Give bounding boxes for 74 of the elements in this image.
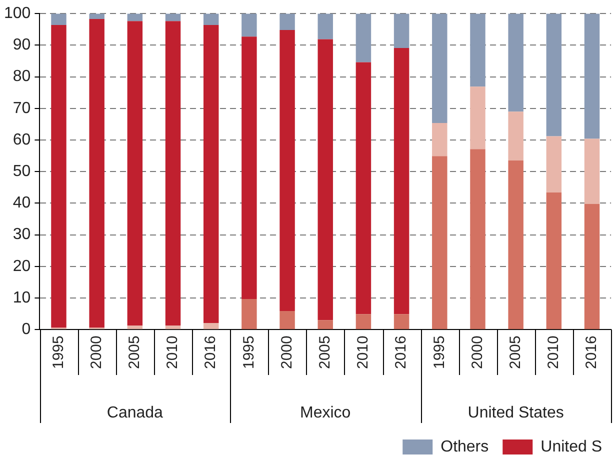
bar xyxy=(432,156,448,330)
bar xyxy=(280,14,295,30)
bar xyxy=(508,160,524,330)
bar xyxy=(356,14,372,62)
bar xyxy=(470,86,486,150)
legend-label: United S xyxy=(540,438,602,456)
bar xyxy=(584,204,600,330)
bar xyxy=(394,314,410,330)
bar xyxy=(318,14,333,40)
bar xyxy=(394,48,410,314)
bar xyxy=(242,298,257,330)
legend-label: Others xyxy=(440,438,489,456)
y-tick-label: 30 xyxy=(12,226,31,244)
bar xyxy=(89,14,104,19)
x-tick-label: 1995 xyxy=(50,336,67,370)
bar xyxy=(584,14,600,139)
text: United States xyxy=(468,404,564,422)
bar xyxy=(584,138,600,204)
bar xyxy=(203,14,219,25)
y-tick-label: 20 xyxy=(12,258,31,275)
x-tick-label: 1995 xyxy=(240,336,258,370)
bar xyxy=(203,322,219,330)
bar xyxy=(470,149,486,330)
x-tick-label: 2016 xyxy=(583,336,600,370)
x-tick-label: 2000 xyxy=(468,336,486,370)
bar xyxy=(242,36,257,299)
x-tick-label: 2000 xyxy=(278,336,296,370)
y-tick-label: 90 xyxy=(12,36,31,54)
bar xyxy=(546,14,562,136)
bar xyxy=(280,310,295,330)
bar xyxy=(432,14,448,123)
bar xyxy=(394,14,410,48)
bar xyxy=(470,14,486,87)
x-tick-label: 2005 xyxy=(316,336,334,370)
bar xyxy=(280,30,295,311)
bar xyxy=(127,14,143,22)
x-tick-label: 2005 xyxy=(126,336,144,370)
y-tick-label: 40 xyxy=(12,194,31,212)
y-tick-label: 0 xyxy=(22,321,31,338)
bar xyxy=(508,14,524,112)
x-tick-label: 2016 xyxy=(392,336,410,370)
bar xyxy=(318,320,333,330)
bar xyxy=(432,122,448,156)
x-tick-label: 2005 xyxy=(506,336,524,370)
text: Mexico xyxy=(300,404,351,422)
y-tick-label: 50 xyxy=(12,163,31,180)
bar xyxy=(356,62,372,314)
y-tick-label: 80 xyxy=(12,68,31,86)
x-tick-label: 2010 xyxy=(545,336,562,370)
text: Canada xyxy=(106,404,164,422)
bar xyxy=(356,314,372,330)
y-tick-label: 100 xyxy=(4,5,31,22)
x-tick-label: 1995 xyxy=(430,336,448,370)
y-tick-label: 10 xyxy=(12,289,31,306)
bar xyxy=(508,112,524,161)
x-tick-label: 2010 xyxy=(354,336,372,370)
bar xyxy=(51,14,66,25)
bar xyxy=(89,18,104,328)
bar xyxy=(165,21,181,326)
bar xyxy=(127,21,143,326)
bar xyxy=(203,24,219,323)
bar xyxy=(51,24,66,328)
bar xyxy=(242,14,257,37)
y-tick-label: 70 xyxy=(12,100,31,117)
x-tick-label: 2016 xyxy=(202,336,220,370)
y-tick-label: 60 xyxy=(12,131,31,148)
bar xyxy=(546,192,562,330)
bar xyxy=(165,14,181,22)
bar xyxy=(546,136,562,192)
bar xyxy=(127,326,143,330)
x-tick-label: 2010 xyxy=(164,336,182,370)
x-tick-label: 2000 xyxy=(88,336,105,370)
bar xyxy=(165,326,181,330)
bar xyxy=(318,39,333,320)
